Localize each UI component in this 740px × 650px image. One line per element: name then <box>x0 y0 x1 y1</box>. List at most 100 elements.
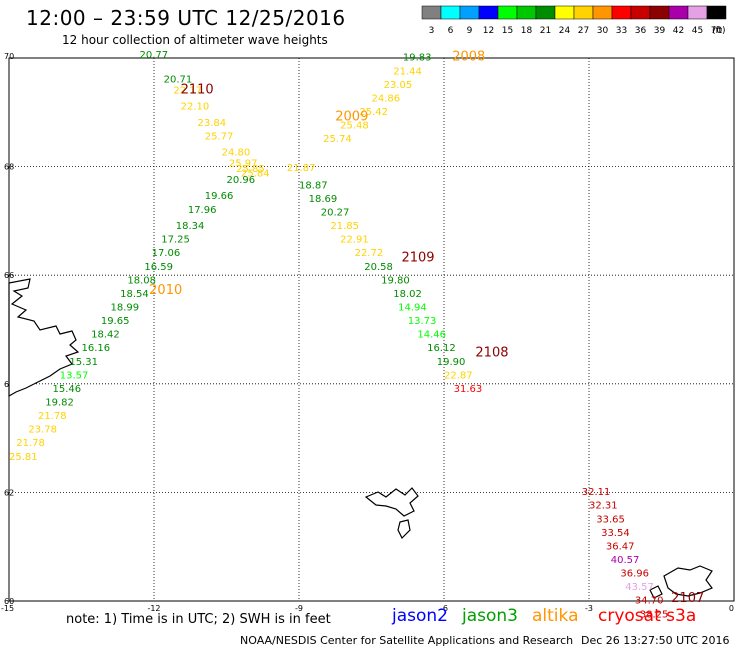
lon-tick-label: -9 <box>295 604 303 613</box>
wave-height-value: 25.77 <box>205 131 234 142</box>
track-time-label: 2107 <box>671 591 704 606</box>
wave-height-value: 15.31 <box>69 357 98 368</box>
lat-tick-label: 70 <box>4 52 14 61</box>
wave-height-value: 13.57 <box>60 370 89 381</box>
wave-height-value: 21.44 <box>393 66 422 77</box>
wave-height-value: 18.69 <box>309 194 338 205</box>
wave-height-value: 24.80 <box>222 148 251 159</box>
legend-label: 9 <box>467 26 473 36</box>
wave-height-value: 23.84 <box>198 118 227 129</box>
wave-height-value: 18.08 <box>127 275 156 286</box>
lat-tick-label: 62 <box>4 488 14 497</box>
wave-height-value: 25.48 <box>340 121 369 132</box>
wave-height-value: 18.02 <box>393 289 422 300</box>
timestamp: Dec 26 13:27:50 UTC 2016 <box>581 634 730 647</box>
wave-height-value: 16.12 <box>427 343 456 354</box>
wave-height-value: 40.57 <box>611 555 640 566</box>
wave-height-value: 19.82 <box>45 398 74 409</box>
wave-height-value: 21.85 <box>330 221 359 232</box>
legend-label: 70 <box>711 26 723 36</box>
wave-height-value: 22.17 <box>173 85 202 96</box>
lat-tick-label: 68 <box>4 163 14 172</box>
wave-height-value: 14.46 <box>417 330 446 341</box>
wave-height-value: 17.96 <box>188 205 217 216</box>
wave-height-value: 19.80 <box>381 275 410 286</box>
wave-height-value: 18.87 <box>299 180 328 191</box>
wave-height-value: 23.05 <box>384 80 413 91</box>
wave-height-value: 21.87 <box>287 163 316 174</box>
wave-height-value: 21.78 <box>16 438 45 449</box>
wave-height-value: 22.10 <box>181 102 210 113</box>
track-time-label: 2109 <box>401 251 434 266</box>
track-time-label: 2108 <box>475 346 508 361</box>
wave-height-value: 18.42 <box>91 330 120 341</box>
wave-height-value: 19.65 <box>101 316 130 327</box>
wave-height-value: 14.94 <box>398 302 427 313</box>
wave-height-value: 25.84 <box>241 168 270 179</box>
legend-label: 27 <box>578 26 589 36</box>
wave-height-value: 38.25 <box>640 609 669 620</box>
wave-height-value: 20.27 <box>321 207 350 218</box>
wave-height-value: 32.11 <box>582 487 611 498</box>
legend-label: 42 <box>673 26 684 36</box>
legend-label: 12 <box>483 26 494 36</box>
credit-line: NOAA/NESDIS Center for Satellite Applica… <box>240 634 574 647</box>
legend-label: 3 <box>429 26 435 36</box>
wave-height-value: 33.65 <box>596 514 625 525</box>
lon-tick-label: -12 <box>147 604 160 613</box>
lon-tick-label: 0 <box>729 604 734 613</box>
legend-label: 30 <box>597 26 609 36</box>
wave-height-value: 22.72 <box>355 248 384 259</box>
wave-height-value: 17.25 <box>161 235 190 246</box>
sat-altika: altika <box>532 606 579 626</box>
color-legend: 3 6 9 12 15 18 21 24 27 30 33 36 39 42 45 70(ft) <box>421 5 727 36</box>
wave-height-value: 25.81 <box>9 452 38 463</box>
wave-height-value: 16.59 <box>144 262 173 273</box>
track-time-label: 2010 <box>149 283 182 298</box>
wave-height-value: 18.54 <box>120 289 149 300</box>
wave-height-map: -15-12-9-6-3070686664626020.7720.7122.17… <box>1 50 735 620</box>
wave-height-value: 18.99 <box>111 302 140 313</box>
wave-height-value: 43.57 <box>625 582 654 593</box>
wave-height-value: 25.85 <box>236 164 265 175</box>
wave-height-value: 19.66 <box>205 191 234 202</box>
wave-height-value: 34.70 <box>635 596 664 607</box>
faroe-islands-coastline <box>364 487 419 540</box>
wave-height-value: 20.58 <box>364 262 393 273</box>
wave-height-value: 23.78 <box>28 425 57 436</box>
sat-cryosat-s3a: cryosat s3a <box>598 606 697 626</box>
wave-height-value: 33.54 <box>601 528 630 539</box>
wave-height-value: 21.78 <box>38 411 67 422</box>
legend-swatch <box>706 5 727 20</box>
wave-height-value: 20.77 <box>140 50 169 61</box>
wave-height-value: 25.97 <box>229 159 258 170</box>
wave-height-value: 25.42 <box>359 107 388 118</box>
page-title: 12:00 – 23:59 UTC 12/25/2016 <box>26 6 346 30</box>
track-time-label: 2008 <box>452 50 485 65</box>
legend-label: 24 <box>559 26 571 36</box>
lat-tick-label: 66 <box>4 271 14 280</box>
sat-jason2: jason2 <box>392 606 448 626</box>
track-time-label: 2009 <box>335 109 368 124</box>
lon-tick-label: -15 <box>1 604 14 613</box>
wave-height-value: 32.31 <box>589 501 618 512</box>
wave-height-value: 25.74 <box>323 134 352 145</box>
wave-height-value: 24.86 <box>372 93 401 104</box>
legend-label: 6 <box>448 26 454 36</box>
lon-tick-label: -6 <box>440 604 448 613</box>
wave-height-value: 19.90 <box>437 357 466 368</box>
legend-label: 15 <box>502 26 513 36</box>
legend-label: 39 <box>654 26 666 36</box>
wave-height-value: 20.96 <box>227 175 256 186</box>
wave-height-value: 36.96 <box>620 569 649 580</box>
wave-height-value: 31.63 <box>454 384 483 395</box>
sat-jason3: jason3 <box>462 606 518 626</box>
wave-height-value: 16.16 <box>82 343 111 354</box>
legend-unit: (ft) <box>712 26 726 36</box>
legend-label: 33 <box>616 26 627 36</box>
wave-height-value: 18.34 <box>176 221 205 232</box>
wave-height-value: 20.71 <box>164 74 193 85</box>
wave-height-value: 17.06 <box>152 248 181 259</box>
iceland-coastline <box>8 278 80 398</box>
lon-tick-label: -3 <box>585 604 593 613</box>
